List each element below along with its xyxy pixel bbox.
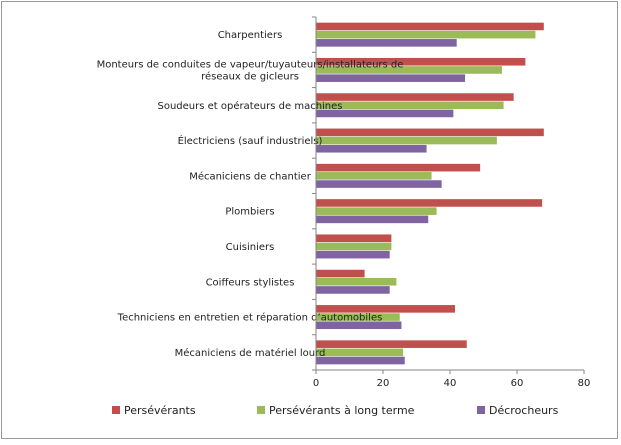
category-label: Électriciens (sauf industriels) <box>178 134 323 147</box>
bar <box>316 39 457 47</box>
bar <box>316 321 402 330</box>
bar <box>316 286 390 294</box>
category-label: Plombiers <box>225 207 274 218</box>
x-tick-label: 80 <box>578 378 591 389</box>
bar <box>316 305 456 313</box>
legend: Persévérants Persévérants à long terme Déc… <box>112 404 559 417</box>
category-label: réseaux de gicleurs <box>201 70 299 82</box>
legend-swatch <box>112 406 120 414</box>
x-tick-label: 20 <box>377 378 390 389</box>
bar <box>316 340 467 348</box>
bar <box>316 144 427 153</box>
bar <box>316 242 392 251</box>
bar <box>316 313 400 321</box>
legend-swatch <box>257 406 265 414</box>
category-label: Soudeurs et opérateurs de machines <box>157 100 342 112</box>
legend-swatch <box>477 406 485 414</box>
category-label: Mécaniciens de matériel lourd <box>175 347 326 359</box>
bar <box>316 128 544 137</box>
bar <box>316 348 404 357</box>
bar <box>316 163 481 172</box>
bar <box>316 199 543 207</box>
bar <box>316 22 544 31</box>
category-label: Coiffeurs stylistes <box>206 277 295 288</box>
bar <box>316 74 466 82</box>
category-label: Techniciens en entretien et réparation d… <box>117 312 383 324</box>
category-label: Charpentiers <box>218 30 283 41</box>
bar <box>316 57 526 66</box>
bar <box>316 207 437 215</box>
plot-area: Charpentiers Monteurs de conduites de vap… <box>97 16 591 389</box>
bar <box>316 277 397 286</box>
bar <box>316 269 365 278</box>
bar <box>316 172 432 180</box>
bar-chart: Charpentiers Monteurs de conduites de vap… <box>97 16 591 417</box>
bar <box>316 234 392 243</box>
bar <box>316 136 497 145</box>
category-label: Mécaniciens de chantier <box>189 170 312 182</box>
category-label: Cuisiniers <box>226 242 275 253</box>
bar <box>316 180 442 188</box>
legend-label: Persévérants à long terme <box>269 404 415 417</box>
bar <box>316 101 504 110</box>
bar <box>316 66 502 74</box>
bar <box>316 215 429 224</box>
bar <box>316 30 536 39</box>
legend-label: Persévérants <box>124 404 196 417</box>
x-tick-label: 0 <box>313 378 319 389</box>
bar <box>316 356 405 365</box>
chart-frame: Charpentiers Monteurs de conduites de vap… <box>1 1 618 439</box>
category-label: Monteurs de conduites de vapeur/tuyauteu… <box>97 59 404 70</box>
bar <box>316 250 390 259</box>
x-tick-label: 40 <box>444 378 457 389</box>
x-tick-label: 60 <box>511 378 524 389</box>
bar <box>316 93 514 101</box>
bar <box>316 109 454 118</box>
legend-label: Décrocheurs <box>489 404 559 417</box>
